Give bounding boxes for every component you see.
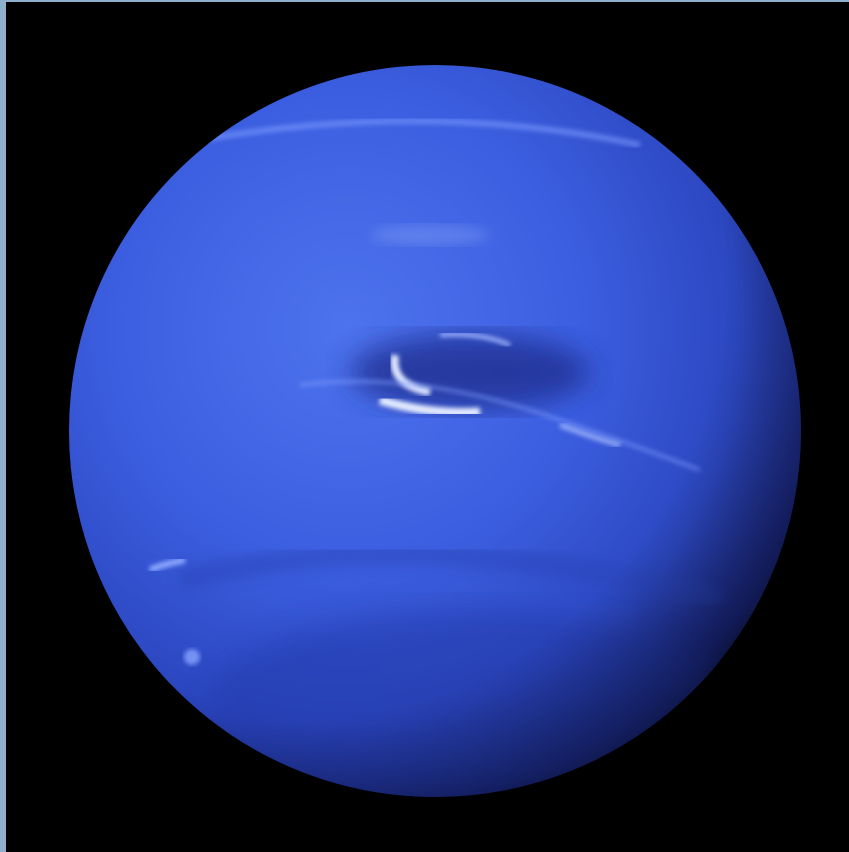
- limb-darkening: [69, 65, 801, 797]
- neptune-image: [6, 2, 849, 852]
